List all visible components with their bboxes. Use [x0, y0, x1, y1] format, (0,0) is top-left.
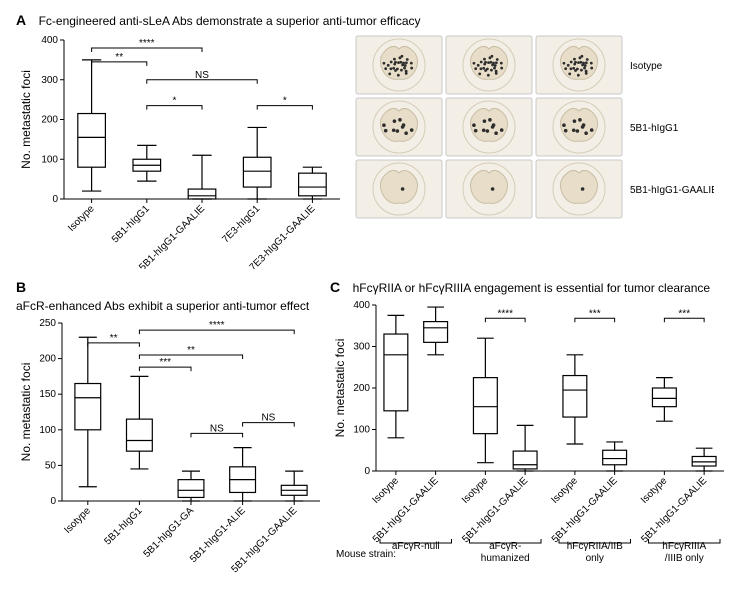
svg-text:NS: NS — [210, 423, 224, 434]
svg-text:**: ** — [115, 52, 123, 63]
svg-text:Isotype: Isotype — [639, 475, 670, 506]
svg-text:NS: NS — [261, 413, 275, 424]
panel-c-title: hFcγRIIA or hFcγRIIIA engagement is esse… — [353, 281, 711, 295]
svg-text:5B1-hIgG1-GAALIE: 5B1-hIgG1-GAALIE — [639, 475, 709, 545]
svg-text:50: 50 — [45, 460, 57, 471]
svg-text:Isotype: Isotype — [62, 505, 93, 536]
svg-text:0: 0 — [364, 466, 370, 477]
panel-a-chart: 0 100 200 300 400 No. metastatic foci Isotype 5… — [16, 34, 346, 269]
svg-text:150: 150 — [39, 389, 56, 400]
svg-text:humanized: humanized — [481, 553, 530, 564]
svg-text:400: 400 — [353, 300, 370, 311]
svg-text:200: 200 — [353, 383, 370, 394]
svg-text:No. metastatic foci: No. metastatic foci — [19, 70, 33, 169]
svg-text:*: * — [172, 96, 176, 107]
svg-text:Isotype: Isotype — [66, 203, 97, 234]
svg-text:7E3-hIgG1: 7E3-hIgG1 — [220, 203, 262, 245]
svg-text:****: **** — [497, 308, 513, 319]
svg-text:200: 200 — [39, 354, 56, 365]
svg-text:5B1-hIgG1-GA: 5B1-hIgG1-GA — [142, 505, 197, 560]
panel-a-label: A — [16, 12, 26, 28]
svg-text:**: ** — [187, 345, 195, 356]
svg-text:5B1-hIgG1-GAALIE: 5B1-hIgG1-GAALIE — [550, 475, 620, 545]
svg-text:100: 100 — [353, 425, 370, 436]
panel-a: A Fc-engineered anti-sLeA Abs demonstrat… — [16, 12, 719, 269]
svg-text:**: ** — [110, 333, 118, 344]
svg-text:100: 100 — [41, 154, 58, 165]
svg-text:5B1-hIgG1-GAALIE: 5B1-hIgG1-GAALIE — [630, 185, 714, 196]
svg-text:/IIIB only: /IIIB only — [665, 553, 704, 564]
svg-text:No. metastatic foci: No. metastatic foci — [19, 363, 33, 462]
svg-text:Mouse strain:: Mouse strain: — [336, 549, 396, 560]
svg-text:No. metastatic foci: No. metastatic foci — [333, 339, 347, 438]
panel-a-title: Fc-engineered anti-sLeA Abs demonstrate … — [39, 14, 421, 28]
svg-text:300: 300 — [41, 75, 58, 86]
svg-text:Isotype: Isotype — [370, 475, 401, 506]
svg-text:NS: NS — [195, 70, 209, 81]
svg-text:5B1-hIgG1: 5B1-hIgG1 — [630, 123, 679, 134]
svg-text:5B1-hIgG1: 5B1-hIgG1 — [110, 203, 152, 245]
svg-text:***: *** — [159, 357, 171, 368]
svg-text:250: 250 — [39, 318, 56, 329]
svg-text:*: * — [283, 96, 287, 107]
svg-text:400: 400 — [41, 35, 58, 46]
svg-text:only: only — [586, 553, 604, 564]
svg-text:300: 300 — [353, 342, 370, 353]
svg-text:***: *** — [589, 308, 601, 319]
svg-text:5B1-hIgG1-GAALIE: 5B1-hIgG1-GAALIE — [460, 475, 530, 545]
svg-text:****: **** — [209, 320, 225, 331]
panel-c-label: C — [330, 279, 340, 295]
svg-text:5B1-hIgG1: 5B1-hIgG1 — [103, 505, 145, 547]
panel-b-label: B — [16, 279, 26, 295]
svg-text:***: *** — [678, 308, 690, 319]
panel-c: C hFcγRIIA or hFcγRIIIA engagement is es… — [330, 279, 730, 597]
panel-a-photos: Isotype 5B1-hIgG1 5B1-hIgG1-GAALIE — [354, 34, 714, 269]
svg-text:5B1-hIgG1-ALIE: 5B1-hIgG1-ALIE — [188, 505, 248, 565]
svg-text:Isotype: Isotype — [460, 475, 491, 506]
svg-text:0: 0 — [52, 194, 58, 205]
svg-text:100: 100 — [39, 425, 56, 436]
svg-text:200: 200 — [41, 115, 58, 126]
panel-b: B aFcR-enhanced Abs exhibit a superior a… — [16, 279, 326, 597]
svg-text:Isotype: Isotype — [630, 61, 663, 72]
svg-text:0: 0 — [50, 496, 56, 507]
svg-text:Isotype: Isotype — [549, 475, 580, 506]
svg-text:5B1-hIgG1-GAALIE: 5B1-hIgG1-GAALIE — [371, 475, 441, 545]
panel-b-title: aFcR-enhanced Abs exhibit a superior ant… — [16, 299, 309, 313]
svg-text:****: **** — [139, 38, 155, 49]
